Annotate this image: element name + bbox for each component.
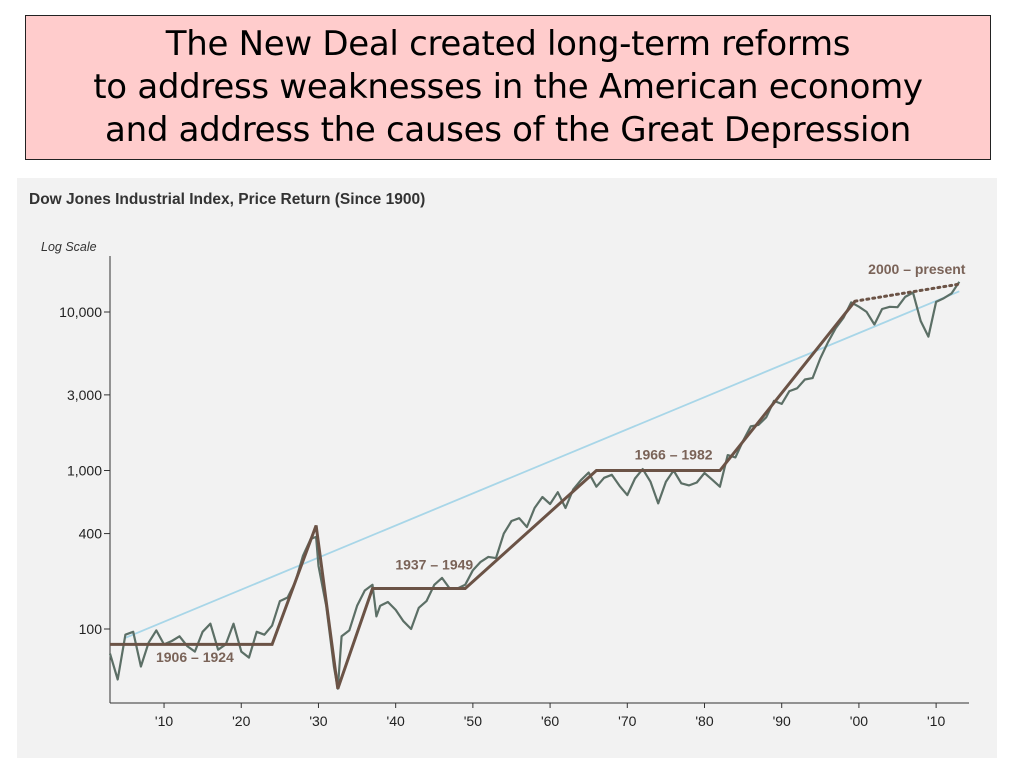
x-tick-label: '60 [541, 713, 559, 729]
dow-index-line [108, 281, 961, 690]
slide-title-box: The New Deal created long-term reforms t… [25, 15, 991, 160]
period-annotation: 1906 – 1924 [156, 649, 234, 665]
log-scale-note: Log Scale [41, 240, 97, 254]
slide-title-line-1: The New Deal created long-term reforms [165, 24, 851, 64]
x-tick-label: '10 [155, 713, 173, 729]
period-annotation: 1966 – 1982 [635, 447, 713, 463]
y-tick-label: 1,000 [67, 463, 102, 479]
slide-title-line-3: and address the causes of the Great Depr… [105, 110, 911, 150]
chart-title: Dow Jones Industrial Index, Price Return… [29, 191, 425, 208]
x-tick-label: '50 [464, 713, 482, 729]
x-tick-label: '70 [618, 713, 636, 729]
dow-jones-chart: Dow Jones Industrial Index, Price Return… [29, 191, 969, 729]
y-tick-label: 10,000 [59, 304, 102, 320]
x-tick-label: '00 [850, 713, 868, 729]
y-tick-label: 400 [79, 526, 103, 542]
x-tick-label: '10 [927, 713, 945, 729]
slide-title-line-2: to address weaknesses in the American ec… [93, 67, 923, 107]
x-tick-label: '20 [232, 713, 250, 729]
period-annotation: 1937 – 1949 [395, 556, 473, 572]
x-tick-label: '30 [309, 713, 327, 729]
secular-trend-line [110, 300, 857, 690]
x-tick-label: '80 [695, 713, 713, 729]
long-run-trend-line [125, 290, 960, 639]
y-tick-label: 3,000 [67, 387, 102, 403]
x-tick-label: '90 [773, 713, 791, 729]
y-tick-label: 100 [79, 621, 103, 637]
secular-trend-dotted-line [853, 282, 961, 303]
period-annotation: 2000 – present [868, 261, 966, 277]
chart-panel: Dow Jones Industrial Index, Price Return… [17, 178, 997, 758]
x-tick-label: '40 [387, 713, 405, 729]
